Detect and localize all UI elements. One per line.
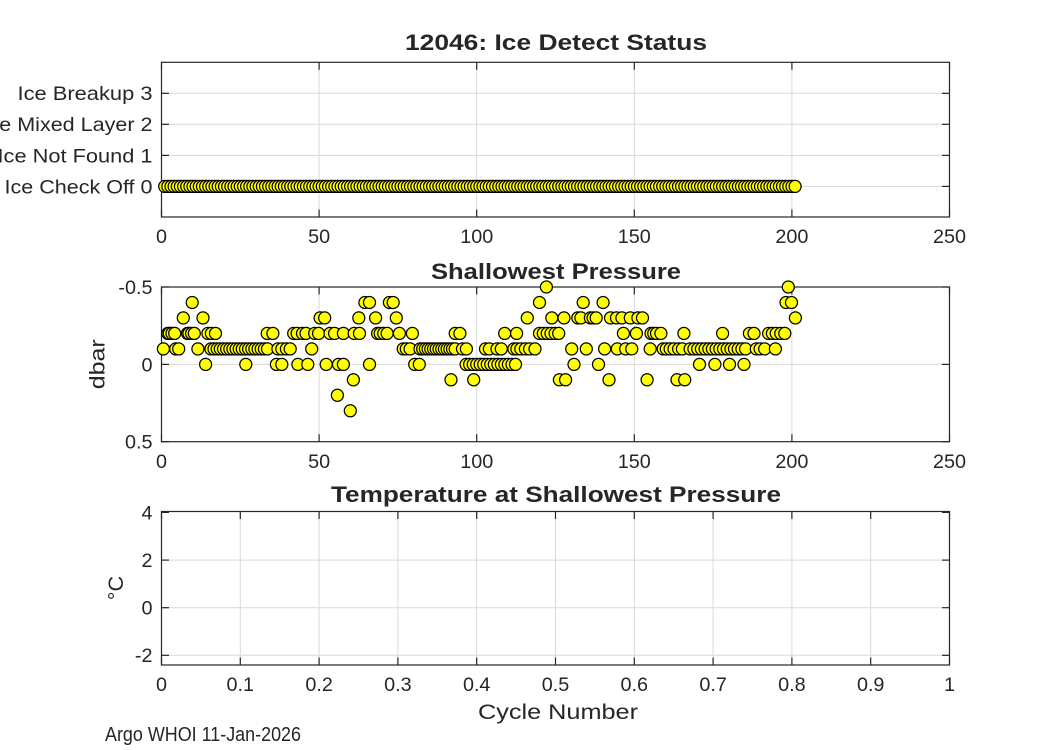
- svg-text:-0.5: -0.5: [118, 277, 152, 299]
- svg-text:Temperature at Shallowest Pres: Temperature at Shallowest Pressure: [331, 482, 781, 507]
- svg-text:0.1: 0.1: [227, 674, 255, 696]
- svg-text:0.2: 0.2: [305, 674, 333, 696]
- svg-text:°C: °C: [104, 576, 128, 600]
- svg-text:0: 0: [156, 674, 167, 696]
- svg-text:Ice Breakup 3: Ice Breakup 3: [18, 83, 153, 105]
- svg-text:1: 1: [944, 674, 955, 696]
- svg-text:50: 50: [308, 226, 330, 248]
- svg-text:0: 0: [156, 451, 167, 473]
- svg-text:150: 150: [618, 451, 651, 473]
- svg-text:0.7: 0.7: [699, 674, 727, 696]
- svg-text:200: 200: [775, 451, 808, 473]
- svg-text:0.9: 0.9: [857, 674, 885, 696]
- svg-text:2: 2: [141, 550, 152, 572]
- svg-text:Ice Check Off 0: Ice Check Off 0: [5, 176, 153, 198]
- svg-text:Shallowest Pressure: Shallowest Pressure: [431, 259, 681, 284]
- svg-text:0.3: 0.3: [384, 674, 412, 696]
- svg-text:0.5: 0.5: [125, 432, 153, 454]
- svg-text:100: 100: [460, 451, 493, 473]
- svg-text:12046: Ice Detect Status: 12046: Ice Detect Status: [405, 30, 707, 55]
- svg-text:Argo WHOI 11-Jan-2026: Argo WHOI 11-Jan-2026: [105, 723, 301, 746]
- svg-text:0.5: 0.5: [542, 674, 570, 696]
- svg-text:0: 0: [141, 354, 152, 376]
- svg-text:dbar: dbar: [86, 339, 110, 389]
- svg-text:0: 0: [156, 226, 167, 248]
- svg-text:200: 200: [775, 226, 808, 248]
- svg-text:-2: -2: [135, 645, 153, 667]
- svg-text:0.4: 0.4: [463, 674, 491, 696]
- svg-text:0: 0: [141, 598, 152, 620]
- svg-text:Cycle Number: Cycle Number: [478, 700, 638, 724]
- svg-text:0.8: 0.8: [778, 674, 806, 696]
- svg-text:Ice Mixed Layer 2: Ice Mixed Layer 2: [0, 114, 153, 136]
- svg-text:150: 150: [618, 226, 651, 248]
- svg-text:250: 250: [933, 226, 966, 248]
- svg-text:50: 50: [308, 451, 330, 473]
- svg-text:4: 4: [141, 502, 152, 524]
- svg-text:100: 100: [460, 226, 493, 248]
- svg-text:0.6: 0.6: [621, 674, 649, 696]
- svg-text:250: 250: [933, 451, 966, 473]
- svg-text:Ice Not Found 1: Ice Not Found 1: [0, 145, 153, 167]
